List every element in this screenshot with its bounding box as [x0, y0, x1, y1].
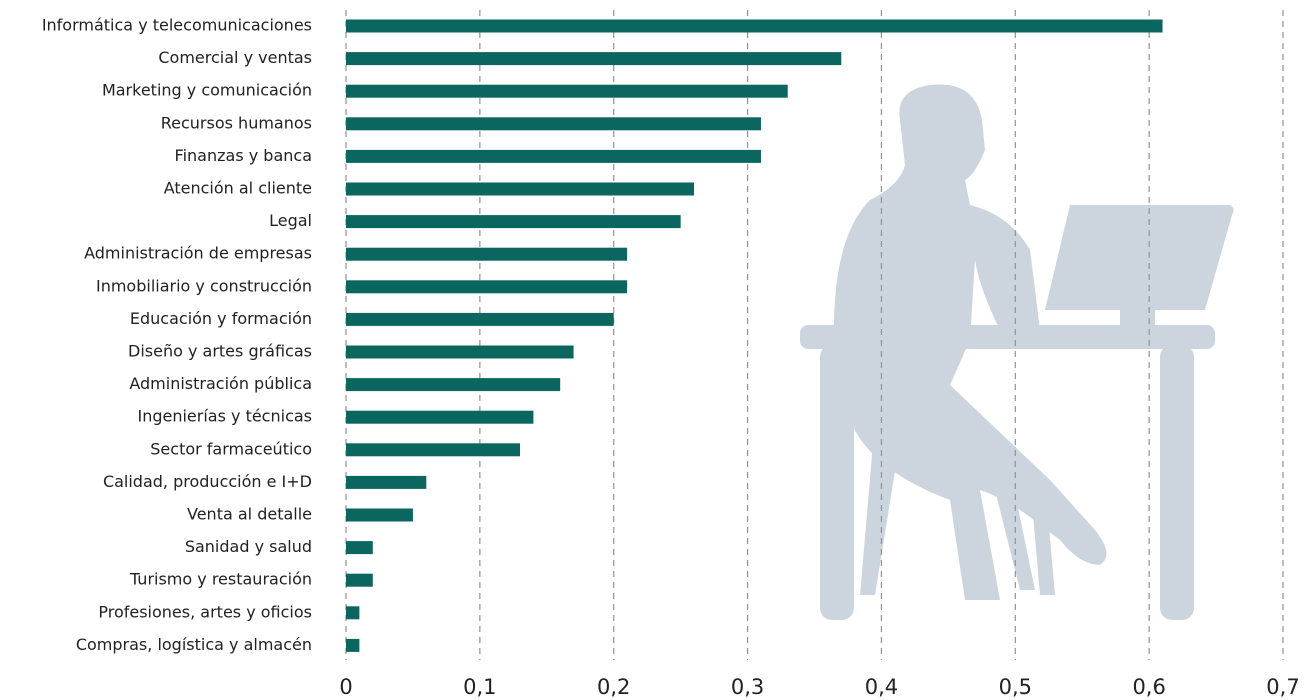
y-tick-label: Administración de empresas [84, 244, 312, 263]
bar [346, 443, 521, 457]
y-tick-label: Inmobiliario y construcción [96, 276, 312, 295]
x-tick-label: 0,1 [463, 675, 496, 699]
bar [346, 84, 788, 98]
y-tick-label: Compras, logística y almacén [76, 635, 312, 654]
y-tick-label: Comercial y ventas [158, 48, 312, 67]
bar [346, 638, 360, 652]
bar [346, 312, 614, 326]
bar [346, 410, 534, 424]
bar [346, 508, 413, 522]
y-tick-label: Venta al detalle [187, 505, 312, 524]
y-tick-label: Educación y formación [130, 309, 312, 328]
y-tick-label: Legal [269, 211, 312, 230]
bar [346, 52, 842, 66]
bar [346, 182, 695, 196]
silhouette [800, 84, 1234, 620]
y-tick-label: Finanzas y banca [175, 146, 312, 165]
x-tick-label: 0,7 [1266, 675, 1299, 699]
x-tick-label: 0,5 [999, 675, 1032, 699]
bar [346, 19, 1163, 33]
y-tick-label: Sanidad y salud [185, 537, 312, 556]
y-tick-label: Calidad, producción e I+D [103, 472, 312, 491]
bar [346, 345, 574, 359]
x-tick-label: 0 [339, 675, 352, 699]
y-tick-label: Atención al cliente [164, 179, 312, 198]
y-tick-label: Ingenierías y técnicas [137, 407, 312, 426]
y-tick-label: Sector farmaceútico [150, 439, 312, 458]
y-tick-label: Marketing y comunicación [102, 81, 312, 100]
bar [346, 117, 761, 131]
y-tick-label: Diseño y artes gráficas [128, 342, 312, 361]
bar [346, 215, 681, 229]
bar [346, 378, 561, 392]
bar [346, 149, 761, 163]
y-tick-label: Administración pública [129, 374, 312, 393]
bar [346, 280, 628, 294]
bar [346, 606, 360, 620]
bar [346, 247, 628, 261]
y-tick-label: Profesiones, artes y oficios [98, 602, 312, 621]
bar [346, 541, 373, 555]
x-tick-label: 0,4 [865, 675, 898, 699]
x-tick-label: 0,3 [731, 675, 764, 699]
x-tick-label: 0,6 [1132, 675, 1165, 699]
x-tick-label: 0,2 [597, 675, 630, 699]
bar [346, 475, 427, 489]
y-tick-label: Recursos humanos [161, 113, 312, 132]
y-tick-label: Informática y telecomunicaciones [42, 16, 312, 35]
bar [346, 573, 373, 587]
y-tick-label: Turismo y restauración [129, 570, 312, 589]
